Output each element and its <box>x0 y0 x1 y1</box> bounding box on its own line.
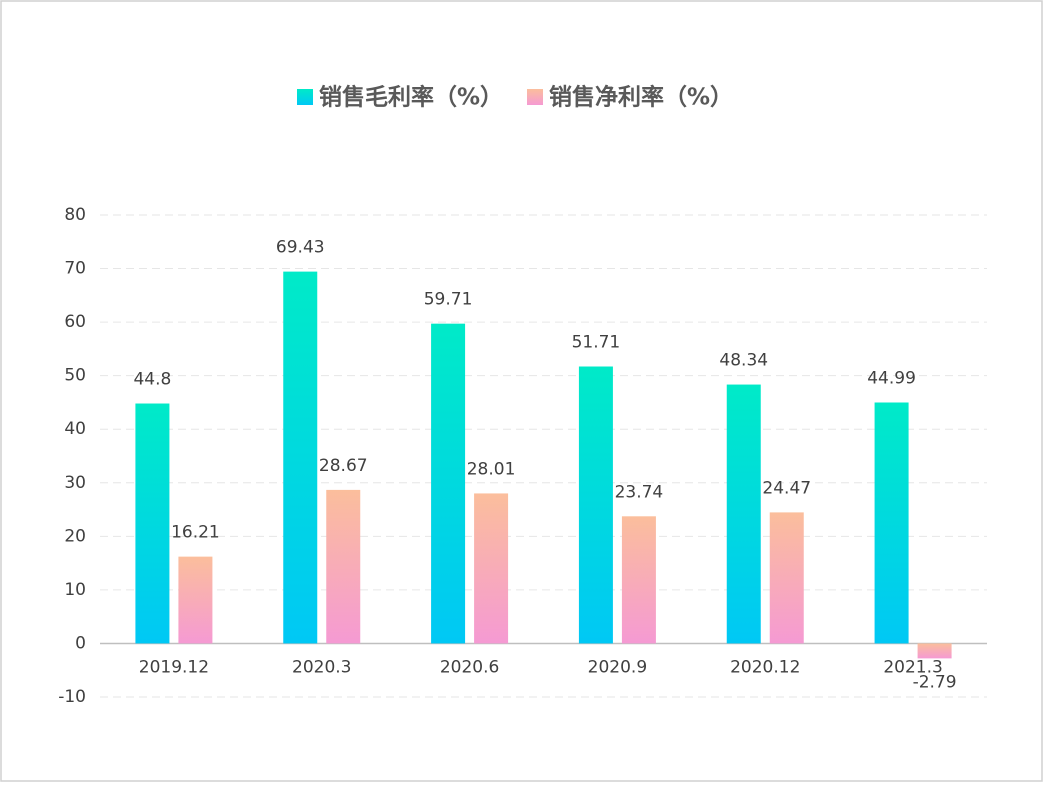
x-tick-label: 2020.3 <box>292 657 351 677</box>
bar <box>726 384 761 644</box>
value-label: 44.99 <box>867 368 916 388</box>
bar <box>474 493 509 644</box>
value-label: 24.47 <box>762 478 811 498</box>
bar <box>135 403 170 644</box>
value-label: 44.8 <box>133 370 171 390</box>
y-tick-label: 60 <box>64 312 86 332</box>
legend-text: 销售净利率（%） <box>549 84 733 111</box>
bar <box>178 556 213 644</box>
bar <box>621 516 656 644</box>
x-tick-label: 2020.12 <box>730 657 800 677</box>
value-label: 51.71 <box>572 333 621 353</box>
x-tick-label: 2020.9 <box>588 657 647 677</box>
value-label: 23.74 <box>615 482 664 502</box>
bar <box>917 643 952 659</box>
x-tick-label: 2021.3 <box>883 657 942 677</box>
x-tick-label: 2020.6 <box>440 657 499 677</box>
y-tick-label: 50 <box>64 366 86 386</box>
bar <box>283 271 318 644</box>
value-label: 69.43 <box>276 238 325 258</box>
y-tick-label: 0 <box>75 633 86 653</box>
y-tick-label: 20 <box>64 526 86 546</box>
value-label: 59.71 <box>424 290 473 310</box>
legend-swatch <box>527 89 543 105</box>
bar <box>874 402 909 644</box>
y-tick-label: 40 <box>64 419 86 439</box>
legend-text: 销售毛利率（%） <box>319 84 503 111</box>
y-tick-label: -10 <box>58 687 86 707</box>
y-tick-label: 30 <box>64 473 86 493</box>
bar <box>326 489 361 644</box>
value-label: 48.34 <box>719 351 768 371</box>
value-label: 16.21 <box>171 523 220 543</box>
legend-swatch <box>297 89 313 105</box>
value-label: 28.67 <box>319 456 368 476</box>
y-tick-label: 70 <box>64 259 86 279</box>
y-tick-label: 10 <box>64 580 86 600</box>
value-label: -2.79 <box>913 672 957 692</box>
bar <box>578 366 613 644</box>
y-tick-label: 80 <box>64 205 86 225</box>
value-label: 28.01 <box>467 459 516 479</box>
x-tick-label: 2019.12 <box>139 657 209 677</box>
bar <box>431 323 466 644</box>
bar <box>769 512 804 644</box>
